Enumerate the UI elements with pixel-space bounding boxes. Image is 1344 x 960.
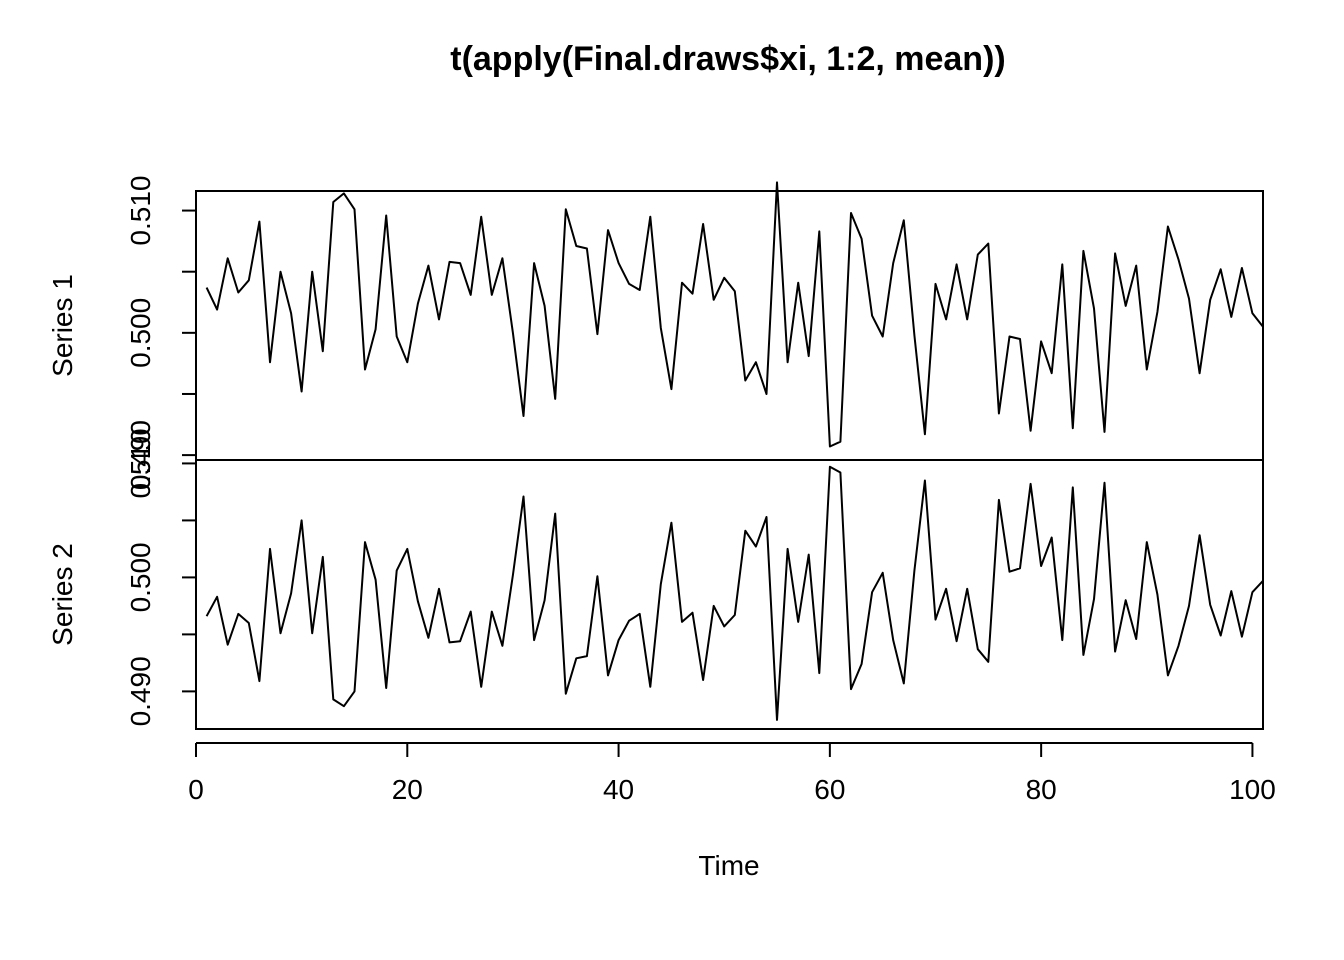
x-tick-label: 80	[1026, 774, 1057, 805]
panel-1-ylabel: Series 1	[47, 274, 78, 377]
y-tick-label: 0.500	[125, 542, 156, 612]
y-tick-label: 0.490	[125, 656, 156, 726]
y-tick-label: 0.500	[125, 298, 156, 368]
y-tick-label: 0.510	[125, 176, 156, 246]
chart-title: t(apply(Final.draws$xi, 1:2, mean))	[450, 40, 1005, 78]
x-tick-label: 0	[188, 774, 204, 805]
panel-1: 0.490 0.500 0.510 Series 1	[47, 176, 1264, 490]
x-tick-label: 20	[392, 774, 423, 805]
panel-2: 0.490 0.500 0.510 Series 2	[47, 428, 1264, 730]
series-1-line	[205, 181, 1264, 448]
series-2-line	[205, 465, 1264, 721]
x-axis-label: Time	[698, 850, 759, 881]
x-tick-label: 40	[603, 774, 634, 805]
y-tick-label: 0.490	[125, 420, 156, 490]
y-tick-label: 0.510	[125, 428, 156, 498]
x-tick-label: 100	[1229, 774, 1276, 805]
x-tick-label: 60	[814, 774, 845, 805]
x-axis: 0 20 40 60 80 100	[188, 742, 1276, 805]
panels: 0.490 0.500 0.510 Series 1 0.490 0.500 0.510 Se…	[47, 176, 1264, 730]
panel-2-ylabel: Series 2	[47, 543, 78, 646]
panel-2-frame	[195, 459, 1264, 730]
